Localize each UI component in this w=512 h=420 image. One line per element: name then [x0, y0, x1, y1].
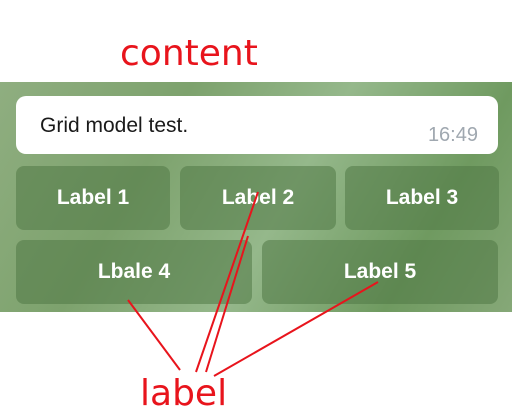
keyboard-button-label-4[interactable]: Lbale 4	[16, 240, 252, 304]
message-text: Grid model test.	[40, 114, 189, 137]
keyboard-button-label-5[interactable]: Label 5	[262, 240, 498, 304]
annotation-label-text: label	[140, 373, 228, 414]
chat-area: Grid model test. 16:49 Label 1 Label 2 L…	[0, 82, 512, 312]
keyboard-button-label-1[interactable]: Label 1	[16, 166, 170, 230]
keyboard-button-label-2[interactable]: Label 2	[180, 166, 336, 230]
message-time: 16:49	[427, 124, 478, 146]
annotation-content-text: content	[120, 33, 258, 74]
message-bubble: Grid model test. 16:49	[16, 96, 498, 154]
keyboard-button-label-3[interactable]: Label 3	[345, 166, 499, 230]
